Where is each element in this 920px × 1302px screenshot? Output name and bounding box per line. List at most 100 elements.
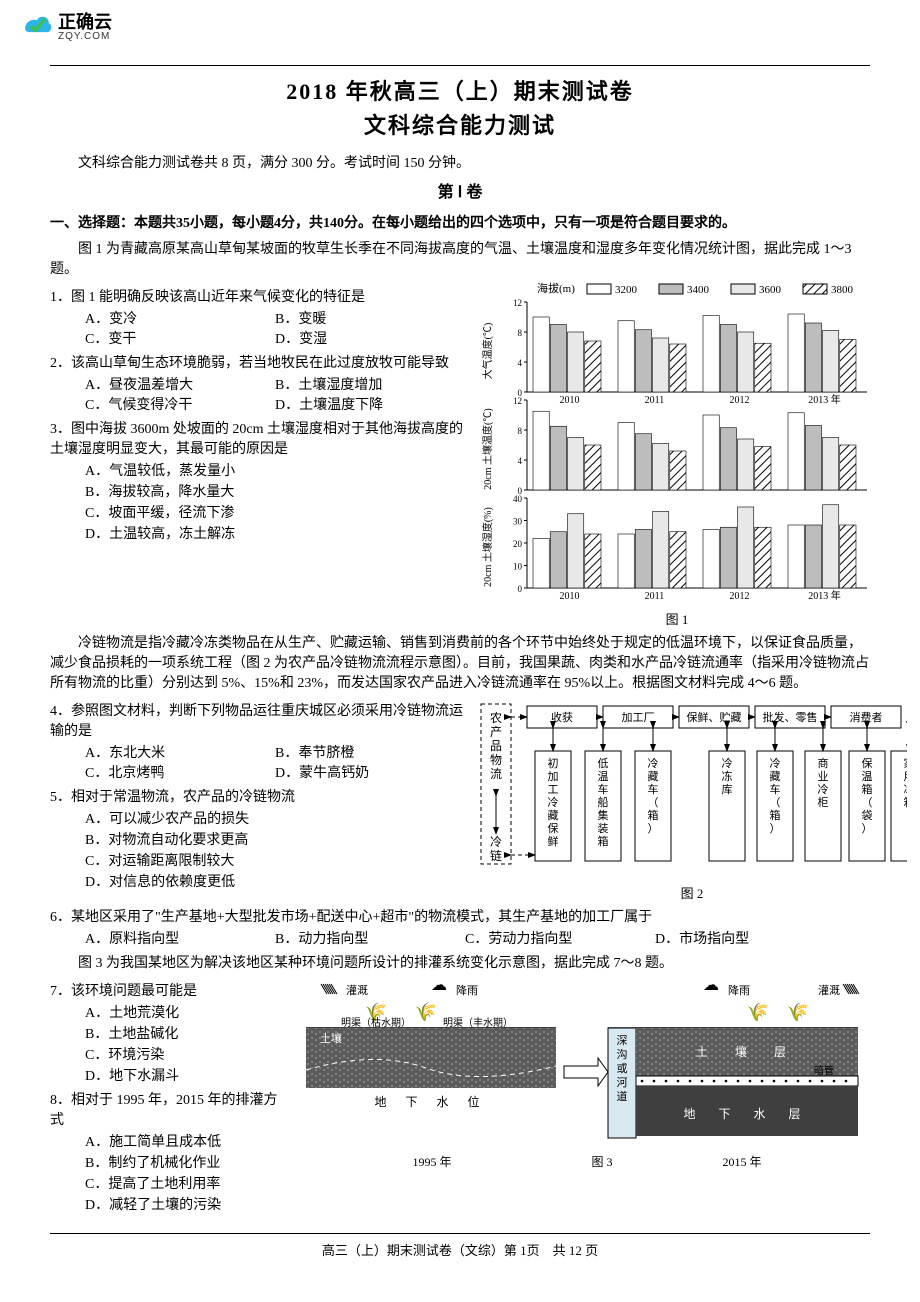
svg-text:🌾: 🌾 (787, 1002, 809, 1022)
svg-text:道: 道 (617, 1089, 628, 1103)
passage-2: 冷链物流是指冷藏冷冻类物品在从生产、贮藏运输、销售到消费前的各个环节中始终处于规… (50, 632, 870, 692)
svg-text:降雨: 降雨 (728, 983, 750, 997)
svg-text:冷: 冷 (648, 757, 659, 770)
q8-opt-c: C．提高了土地利用率 (85, 1173, 290, 1193)
logo-sub-text: ZQY.COM (58, 31, 112, 42)
svg-text:车: 车 (598, 782, 609, 796)
svg-text:2011: 2011 (645, 395, 665, 406)
svg-text:家: 家 (904, 756, 908, 770)
svg-text:温: 温 (598, 770, 609, 783)
svg-text:灌溉: 灌溉 (346, 984, 368, 997)
svg-text:☁: ☁ (431, 977, 447, 994)
svg-text:2013 年: 2013 年 (808, 393, 841, 406)
section-number: 第 Ⅰ 卷 (50, 178, 870, 202)
svg-text:1995 年: 1995 年 (412, 1155, 451, 1169)
svg-text:车: 车 (648, 782, 659, 796)
svg-text:2012: 2012 (730, 591, 750, 602)
page-footer: 高三（上）期末测试卷（文综）第 1页 共 12 页 (50, 1233, 870, 1259)
svg-text:加: 加 (548, 770, 559, 783)
svg-text:3800: 3800 (831, 284, 854, 296)
svg-text:土 壤 层: 土 壤 层 (696, 1044, 798, 1059)
q3-opt-b: B．海拔较高，降水量大 (85, 481, 465, 501)
svg-text:冷: 冷 (548, 796, 559, 809)
q5-opt-b: B．对物流自动化要求更高 (85, 829, 465, 849)
svg-text:）: ） (862, 822, 873, 835)
svg-text:0: 0 (518, 584, 523, 594)
q4-stem: 4．参照图文材料，判断下列物品运往重庆城区必须采用冷链物流运输的是 (50, 700, 465, 740)
mc-heading: 一、选择题：本题共35小题，每小题4分，共140分。在每小题给出的四个选项中，只… (50, 212, 870, 232)
q6-opt-c: C．劳动力指向型 (465, 928, 655, 948)
svg-text:20: 20 (513, 539, 523, 549)
figure-3: 灌溉降雨☁🌾🌾明渠（枯水期）明渠（丰水期）土壤地 下 水 位降雨灌溉☁🌾🌾深沟或… (302, 976, 862, 1171)
svg-text:或: 或 (617, 1062, 628, 1075)
svg-text:地 下 水 位: 地 下 水 位 (374, 1094, 487, 1109)
q1-stem: 1．图 1 能明确反映该高山近年来气候变化的特征是 (50, 286, 465, 306)
svg-text:降雨: 降雨 (456, 983, 478, 997)
q8-stem: 8．相对于 1995 年，2015 年的排灌方式 (50, 1089, 290, 1129)
q6-opt-a: A．原料指向型 (85, 928, 275, 948)
svg-text:袋: 袋 (862, 808, 873, 822)
svg-text:大气温度(℃): 大气温度(℃) (481, 323, 494, 380)
svg-text:深: 深 (617, 1034, 628, 1047)
q1-opt-b: B．变暖 (275, 308, 465, 328)
q2-opt-d: D．土壤温度下降 (275, 394, 465, 414)
q3-opt-d: D．土温较高，冻土解冻 (85, 523, 465, 543)
svg-text:车: 车 (770, 782, 781, 796)
title-line-2: 文科综合能力测试 (50, 108, 870, 140)
svg-text:收获: 收获 (551, 710, 573, 724)
svg-text:低: 低 (598, 757, 609, 770)
svg-text:30: 30 (513, 517, 523, 527)
svg-text:8: 8 (518, 426, 523, 436)
svg-text:冰: 冰 (904, 783, 908, 796)
svg-text:2015 年: 2015 年 (722, 1155, 761, 1169)
svg-text:明渠（枯水期）: 明渠（枯水期） (341, 1016, 411, 1029)
logo-mark-icon (20, 10, 54, 44)
svg-text:用: 用 (904, 771, 908, 783)
svg-text:2011: 2011 (645, 591, 665, 602)
q6-opt-d: D．市场指向型 (655, 928, 845, 948)
svg-text:暗管: 暗管 (814, 1064, 834, 1077)
svg-text:海拔(m): 海拔(m) (537, 282, 575, 295)
svg-text:土壤: 土壤 (320, 1031, 342, 1045)
svg-text:消费者: 消费者 (850, 710, 883, 724)
q1-opt-a: A．变冷 (85, 308, 275, 328)
q1-opt-d: D．变湿 (275, 328, 465, 348)
q4-opt-c: C．北京烤鸭 (85, 762, 275, 782)
svg-text:商: 商 (818, 756, 829, 770)
q2-opt-c: C．气候变得冷干 (85, 394, 275, 414)
logo-brand-text: 正确云 (58, 13, 112, 31)
q6-opt-b: B．动力指向型 (275, 928, 465, 948)
q7-opt-b: B．土地盐碱化 (85, 1023, 290, 1043)
q3-opt-a: A．气温较低，蒸发量小 (85, 460, 465, 480)
top-rule (50, 65, 870, 66)
svg-text:温: 温 (862, 770, 873, 783)
q6-stem: 6．某地区采用了"生产基地+大型批发市场+配送中心+超市"的物流模式，其生产基地… (50, 906, 870, 926)
svg-text:地 下 水 层: 地 下 水 层 (683, 1107, 810, 1121)
q4-opt-a: A．东北大米 (85, 742, 275, 762)
svg-text:☁: ☁ (703, 977, 719, 994)
figure-2: 农产品物流冷链收获加工厂保鲜、贮藏批发、零售消费者初加工冷藏保鲜低温车船集装箱冷… (477, 696, 907, 876)
svg-text:箱: 箱 (862, 782, 873, 796)
svg-text:40: 40 (513, 494, 523, 504)
exam-intro: 文科综合能力测试卷共 8 页，满分 300 分。考试时间 150 分钟。 (50, 152, 870, 172)
svg-text:加工厂: 加工厂 (622, 711, 655, 724)
svg-text:冷: 冷 (770, 757, 781, 770)
figure-1: 海拔(m)3200340036003800大气温度(℃)048122010201… (477, 282, 877, 602)
svg-text:3400: 3400 (687, 284, 710, 296)
svg-text:（: （ (648, 796, 659, 809)
svg-text:产: 产 (490, 725, 502, 739)
q1-opt-c: C．变干 (85, 328, 275, 348)
svg-text:10: 10 (513, 562, 523, 572)
q7-opt-d: D．地下水漏斗 (85, 1065, 290, 1085)
svg-text:保: 保 (862, 756, 873, 770)
q8-opt-a: A．施工简单且成本低 (85, 1131, 290, 1151)
svg-text:藏: 藏 (548, 809, 559, 822)
passage-3: 图 3 为我国某地区为解决该地区某种环境问题所设计的排灌系统变化示意图，据此完成… (50, 952, 870, 972)
svg-text:集: 集 (598, 808, 609, 822)
svg-text:农: 农 (490, 711, 502, 725)
svg-text:鲜: 鲜 (548, 834, 559, 848)
q4-opt-b: B．奉节脐橙 (275, 742, 465, 762)
q4-opt-d: D．蒙牛高钙奶 (275, 762, 465, 782)
fig1-caption: 图 1 (477, 609, 877, 628)
svg-text:2010: 2010 (560, 395, 580, 406)
